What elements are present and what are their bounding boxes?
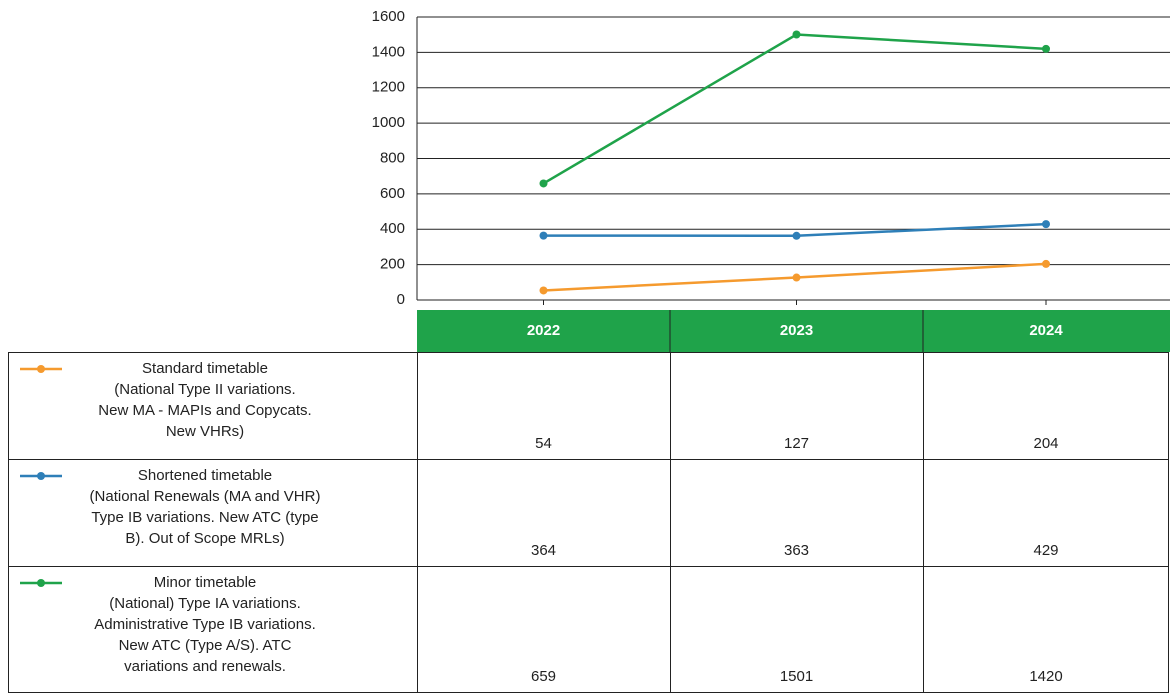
y-tick-label: 600 [380, 185, 405, 202]
column-header: 2022 [526, 322, 561, 339]
y-tick-label: 1600 [372, 8, 405, 25]
table-value: 204 [1033, 435, 1059, 452]
table-value: 659 [530, 668, 557, 685]
table-value: 364 [530, 542, 557, 559]
point [792, 30, 801, 39]
legend-label: Minor timetable (National) Type IA varia… [94, 574, 316, 675]
legend-label: Shortened timetable (National Renewals (… [89, 467, 321, 547]
y-tick-label: 800 [380, 149, 405, 166]
point [792, 273, 801, 282]
legend-marker [37, 472, 45, 480]
y-tick-label: 0 [397, 291, 405, 308]
point [1042, 259, 1050, 268]
point [1042, 44, 1050, 53]
y-tick-label: 1000 [372, 114, 405, 131]
table-header [417, 310, 1170, 352]
table-value: 363 [783, 542, 810, 559]
table-border [8, 352, 1169, 693]
y-tick-label: 200 [380, 256, 405, 273]
y-tick-label: 400 [380, 220, 405, 237]
legend-label: Standard timetable (National Type II var… [98, 360, 312, 440]
table-value: 127 [783, 435, 810, 452]
point [539, 179, 548, 188]
point [539, 231, 548, 240]
table-value: 1501 [779, 668, 814, 685]
point [539, 286, 548, 295]
y-tick-label: 1400 [372, 43, 405, 60]
point [1042, 220, 1050, 229]
legend-marker [37, 365, 45, 373]
table-value: 54 [535, 435, 552, 452]
column-header: 2023 [779, 322, 814, 339]
legend-marker [37, 579, 45, 587]
column-header: 2024 [1029, 322, 1063, 339]
table-value: 1420 [1029, 668, 1063, 685]
y-tick-label: 1200 [372, 79, 405, 96]
series-line [542, 33, 1047, 185]
point [792, 231, 801, 240]
table-value: 429 [1033, 542, 1059, 559]
